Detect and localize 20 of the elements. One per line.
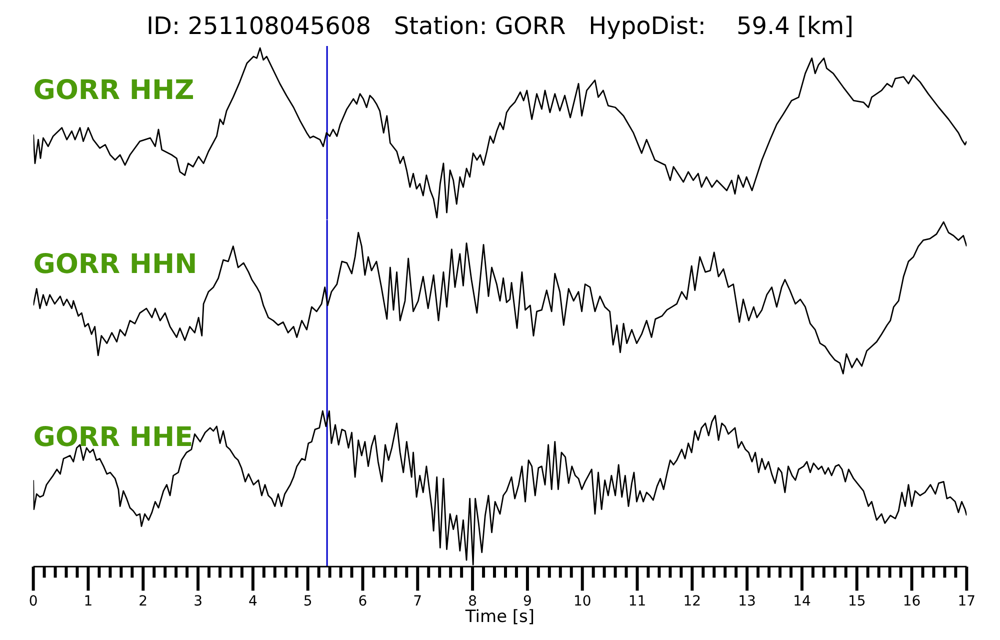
annotation: GORR HHZ xyxy=(33,75,194,106)
x-tick-label: 2 xyxy=(138,594,148,610)
x-tick-label: 12 xyxy=(683,594,702,610)
x-tick-label: 1 xyxy=(84,594,93,610)
x-tick-label: 3 xyxy=(194,594,202,610)
x-tick-label: 6 xyxy=(358,594,368,610)
chart-title: ID: 251108045608 Station: GORR HypoDist: 59.4 [km] xyxy=(146,12,854,40)
annotation: GORR HHE xyxy=(33,422,194,454)
annotation: GORR HHN xyxy=(33,248,198,280)
x-tick-label: 7 xyxy=(413,594,422,610)
x-tick-label: 14 xyxy=(793,594,811,610)
x-tick-label: 4 xyxy=(248,594,258,610)
x-tick-label: 0 xyxy=(28,594,38,610)
x-tick-label: 16 xyxy=(902,594,921,610)
x-tick-label: 11 xyxy=(628,594,646,610)
x-tick-label: 13 xyxy=(738,594,756,610)
x-tick-label: 17 xyxy=(958,594,976,610)
x-tick-label: 15 xyxy=(848,594,866,610)
x-tick-label: 10 xyxy=(573,594,592,610)
x-tick-label: 5 xyxy=(303,594,312,610)
